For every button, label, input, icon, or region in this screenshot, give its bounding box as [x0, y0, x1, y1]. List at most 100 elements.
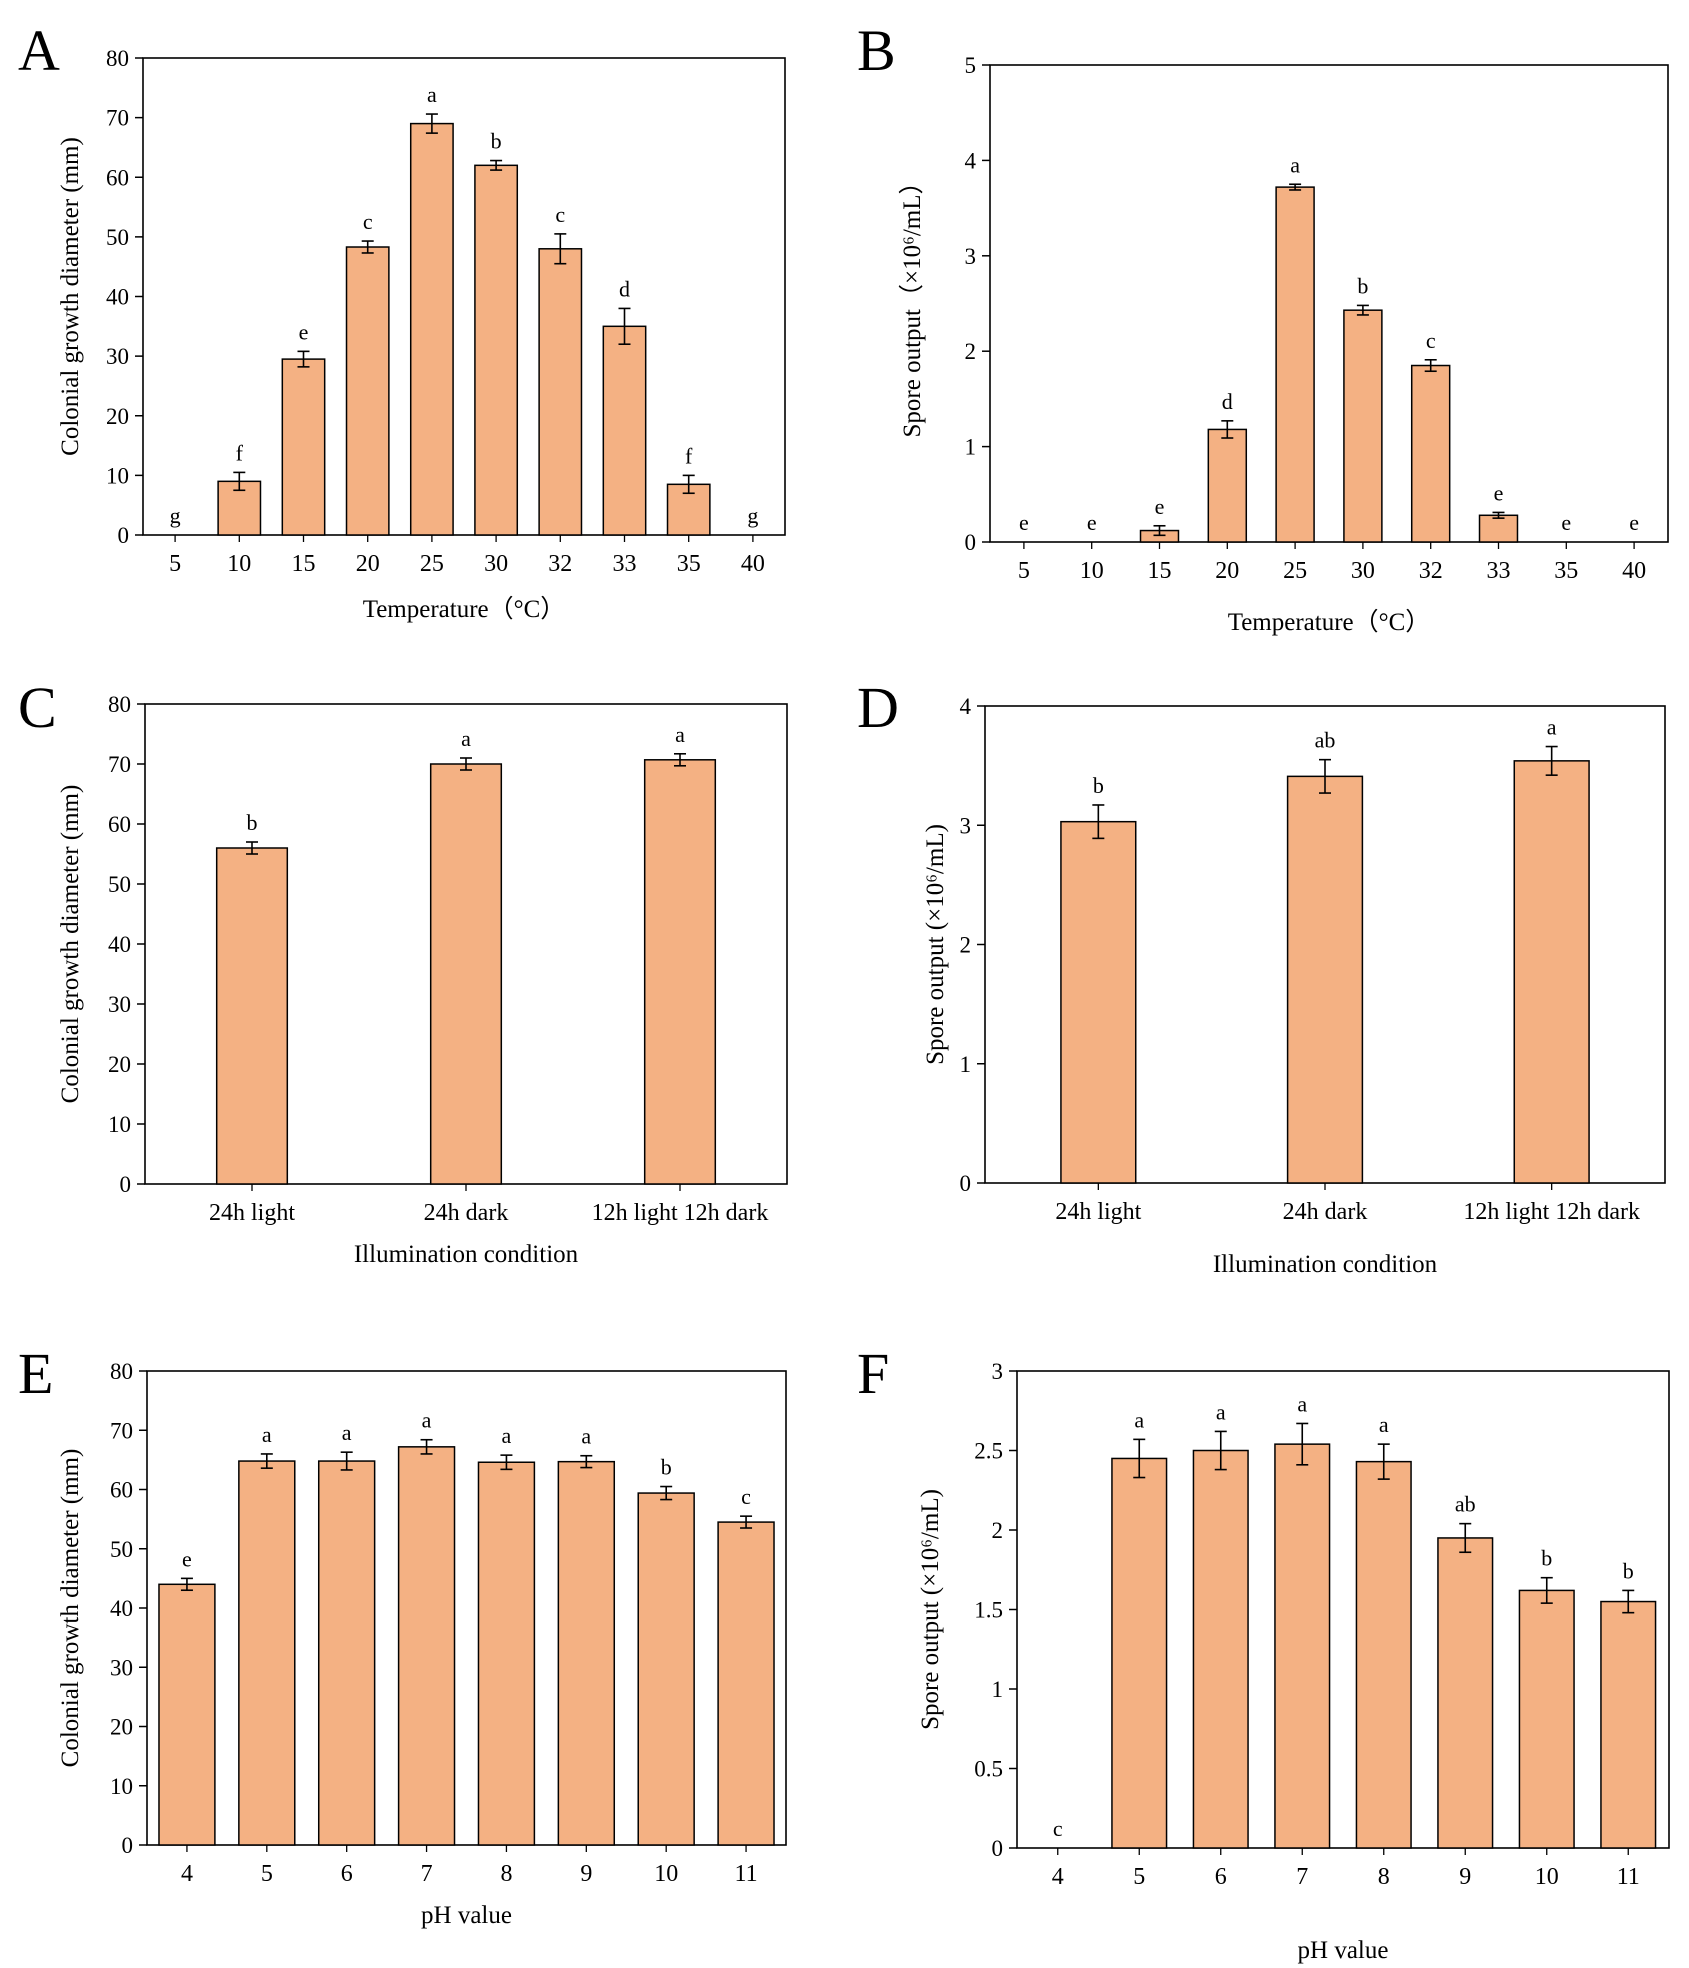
x-axis-label: Temperature（°C）	[363, 595, 566, 623]
x-tick-label: 30	[484, 551, 508, 577]
significance-letter: e	[1087, 510, 1097, 535]
significance-letter: e	[299, 319, 309, 344]
x-tick-label: 24h light	[1055, 1199, 1141, 1225]
significance-letter: e	[1155, 494, 1165, 519]
significance-letter: b	[661, 1455, 672, 1480]
significance-letter: a	[461, 726, 471, 751]
bar	[397, 1446, 456, 1846]
significance-letter: a	[427, 82, 437, 107]
bar	[1286, 775, 1364, 1184]
panel-label: F	[857, 1341, 889, 1406]
bar	[477, 1461, 536, 1846]
significance-letter: e	[1561, 510, 1571, 535]
y-tick-label: 30	[110, 1655, 133, 1680]
y-tick-label: 80	[110, 1359, 133, 1384]
bar	[1275, 186, 1315, 543]
x-tick-label: 15	[292, 551, 316, 577]
y-tick-label: 40	[106, 285, 129, 310]
x-tick-label: 11	[735, 1861, 758, 1887]
x-tick-label: 5	[1018, 558, 1030, 584]
x-tick-label: 20	[356, 551, 380, 577]
significance-letter: a	[342, 1420, 352, 1445]
significance-letter: e	[182, 1546, 192, 1571]
y-axis-label: Spore output (×10⁶/mL)	[922, 824, 949, 1065]
significance-letter: b	[1541, 1546, 1552, 1571]
x-tick-label: 35	[677, 551, 701, 577]
significance-letter: b	[1093, 773, 1104, 798]
significance-letter: c	[1053, 1816, 1063, 1841]
y-tick-label: 0	[965, 530, 977, 555]
y-tick-label: 2.5	[974, 1439, 1003, 1464]
x-tick-label: 24h light	[209, 1200, 295, 1226]
panel-label: E	[18, 1341, 53, 1406]
significance-letter: e	[1019, 510, 1029, 535]
x-tick-label: 11	[1617, 1864, 1640, 1890]
bar	[215, 847, 289, 1185]
y-axis-label: Spore output（×10⁶/mL）	[898, 170, 926, 438]
bar	[1111, 1457, 1168, 1849]
y-tick-label: 2	[960, 933, 972, 958]
x-tick-label: 40	[1622, 558, 1646, 584]
x-axis-label: pH value	[1298, 1937, 1389, 1964]
x-tick-label: 30	[1351, 558, 1375, 584]
x-tick-label: 5	[169, 551, 181, 577]
x-tick-label: 10	[1535, 1864, 1559, 1890]
significance-letter: e	[1629, 510, 1639, 535]
panel-label: B	[857, 18, 896, 83]
bar	[1478, 514, 1519, 543]
significance-letter: a	[422, 1408, 432, 1433]
bar	[429, 763, 503, 1185]
y-tick-label: 2	[992, 1518, 1004, 1543]
y-tick-label: 70	[110, 1418, 133, 1443]
bar	[158, 1583, 216, 1846]
significance-letter: ab	[1455, 1492, 1476, 1517]
panel-label: A	[18, 18, 60, 83]
bar	[474, 164, 519, 536]
y-tick-label: 40	[110, 1596, 133, 1621]
y-tick-label: 1	[965, 435, 977, 460]
bar	[643, 759, 717, 1185]
bar	[1355, 1460, 1412, 1849]
significance-letter: g	[170, 503, 181, 528]
bar	[1060, 820, 1137, 1184]
y-tick-label: 40	[108, 932, 131, 957]
y-tick-label: 30	[106, 344, 129, 369]
bar	[345, 246, 390, 536]
bar	[1600, 1600, 1657, 1849]
y-tick-label: 1.5	[974, 1598, 1003, 1623]
significance-letter: c	[555, 202, 565, 227]
bar	[717, 1521, 775, 1846]
x-tick-label: 7	[1296, 1864, 1308, 1890]
y-tick-label: 20	[108, 1052, 131, 1077]
bar	[1513, 760, 1590, 1184]
significance-letter: f	[236, 440, 244, 465]
x-tick-label: 33	[613, 551, 637, 577]
significance-letter: a	[1216, 1399, 1226, 1424]
y-tick-label: 10	[110, 1774, 133, 1799]
x-tick-label: 5	[261, 1861, 273, 1887]
x-tick-label: 40	[741, 551, 765, 577]
chart-panel-b: B 0 1 2 3 4 5 e 5 e 10 e 15 d 20 a 25 b 30 c 32 e 33 e 35 e 40 Temp…	[857, 18, 1669, 636]
bar	[409, 122, 454, 536]
x-axis-label: pH value	[421, 1902, 512, 1929]
significance-letter: g	[747, 503, 758, 528]
x-tick-label: 9	[580, 1861, 592, 1887]
significance-letter: d	[1222, 389, 1233, 414]
x-tick-label: 32	[1419, 558, 1443, 584]
x-tick-label: 6	[341, 1861, 353, 1887]
chart-panel-f: F 0 0.5 1 1.5 2 2.5 3 c 4 a 5 a 6 a 7 a 8 ab 9 b 10 b 11 pH valu…	[857, 1341, 1670, 1964]
x-tick-label: 20	[1215, 558, 1239, 584]
x-tick-label: 12h light 12h dark	[1463, 1199, 1640, 1225]
y-tick-label: 0	[120, 1172, 132, 1197]
chart-panel-e: E 0 10 20 30 40 50 60 70 80 e 4 a 5 a 6 a 7 a 8 a 9 b 10 c 11 pH v…	[18, 1341, 787, 1929]
significance-letter: d	[619, 276, 630, 301]
x-tick-label: 15	[1148, 558, 1172, 584]
bar	[238, 1460, 296, 1846]
y-tick-label: 0.5	[974, 1757, 1003, 1782]
x-tick-label: 10	[654, 1861, 678, 1887]
x-tick-label: 7	[421, 1861, 433, 1887]
chart-panel-a: A 0 10 20 30 40 50 60 70 80 g 5 f 10 e 15 c 20 a 25 b 30 c 32 d 3…	[18, 18, 786, 623]
y-axis-label: Colonial growth diameter (mm)	[57, 785, 84, 1104]
x-tick-label: 4	[181, 1861, 193, 1887]
significance-letter: a	[1134, 1407, 1144, 1432]
